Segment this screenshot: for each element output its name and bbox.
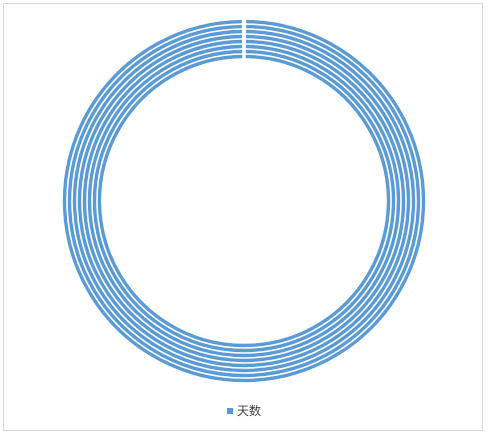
legend-label: 天数 (236, 404, 261, 418)
doughnut-ring-7-slice-1 (92, 49, 396, 353)
doughnut-ring-8-slice-1 (97, 54, 391, 348)
doughnut-ring-3-slice-1 (72, 29, 416, 373)
doughnut-ring-6-slice-1 (87, 44, 401, 358)
doughnut-ring-2-slice-1 (67, 24, 421, 378)
legend-swatch (226, 407, 233, 414)
doughnut-ring-5-slice-1 (82, 39, 406, 363)
legend: 天数 (0, 402, 488, 419)
doughnut-ring-1-slice-1 (62, 19, 426, 383)
doughnut-ring-4-slice-1 (77, 34, 411, 368)
